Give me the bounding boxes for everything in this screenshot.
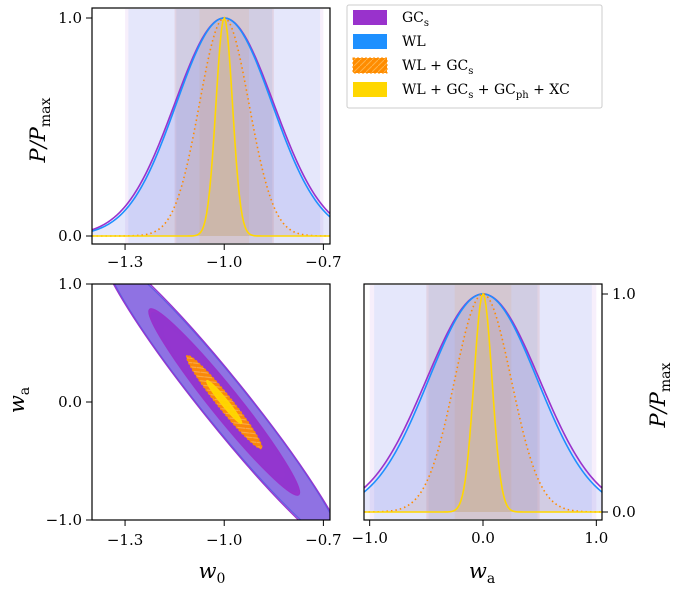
band-1sigma-0 <box>174 9 274 243</box>
fill-WL + GC_s <box>92 18 330 236</box>
y-axis-label-right: P/Pmax <box>646 362 674 428</box>
fill-WL <box>364 294 602 512</box>
band-2sigma-2 <box>174 9 274 243</box>
legend: GCs WL WL + GCs WL + GCs + GCph + XC <box>346 4 603 109</box>
x-axis-label-wa: wa <box>469 559 495 587</box>
band-1sigma-2 <box>454 285 512 519</box>
band-2sigma-1 <box>374 285 592 519</box>
legend-swatch-combined <box>353 82 387 97</box>
legend-entry-combined: WL + GCs + GCph + XC <box>353 82 570 101</box>
band-2sigma-0 <box>125 9 324 243</box>
x-tick-label: −1.0 <box>206 531 242 549</box>
y-tick-label: 0.0 <box>58 393 82 411</box>
axes-frame <box>91 7 331 245</box>
legend-frame <box>346 4 603 109</box>
x-tick-label: 0.0 <box>471 529 495 547</box>
curve-WL <box>91 17 331 232</box>
curve-WLGC_sGC_phXC <box>92 16 330 237</box>
band-2sigma-0 <box>369 285 597 519</box>
fill-GC_s <box>364 294 602 512</box>
band-1sigma-1 <box>176 9 273 243</box>
legend-entry-wl: WL <box>353 34 426 50</box>
x-tick-label: −1.3 <box>107 531 143 549</box>
curve-WLGC_s <box>92 17 331 237</box>
legend-swatch-wl-gcs <box>352 57 388 74</box>
x-tick-label: −0.7 <box>305 531 341 549</box>
svg-text:WL: WL <box>402 34 426 50</box>
legend-entry-gcs: GCs <box>353 10 429 29</box>
fill-WL + GC_s + GC_ph + XC <box>92 18 330 236</box>
svg-text:WL + GCs: WL + GCs <box>402 58 473 77</box>
wa-marginal-panel: −1.0 0.0 1.00.01.0 <box>351 283 636 547</box>
legend-entry-wl-gcs: WL + GCs <box>352 57 473 77</box>
band-2sigma-2 <box>426 285 540 519</box>
contour-layer <box>102 284 330 520</box>
w0-marginal-panel: −1.3 −1.0 −0.7 0.0 1.0 <box>58 7 342 271</box>
x-tick-label: −1.0 <box>351 529 387 547</box>
curve-WLGC_sGC_phXC <box>364 292 602 513</box>
y-axis-label-top: P/Pmax <box>26 97 54 163</box>
y-tick-label: 1.0 <box>58 9 82 27</box>
band-1sigma-1 <box>428 285 538 519</box>
legend-swatch-gcs <box>353 10 387 25</box>
y-tick-label: 0.0 <box>612 503 636 521</box>
x-tick-label: −1.0 <box>206 253 242 271</box>
w0-wa-contour-panel: −1.3 −1.0 −0.7 −1.0 0.0 1.0 <box>46 275 342 549</box>
y-tick-label: −1.0 <box>46 511 82 529</box>
fill-GC_s <box>92 18 330 236</box>
x-tick-label: −1.3 <box>107 253 143 271</box>
fill-WL + GC_s + GC_ph + XC <box>364 294 602 512</box>
contour-WLGC_sGC_phXC-1sigma <box>206 379 243 425</box>
x-axis-label-w0: w0 <box>199 559 226 587</box>
y-axis-label-wa: wa <box>5 387 33 413</box>
x-tick-label: 1.0 <box>584 529 608 547</box>
y-tick-label: 1.0 <box>58 275 82 293</box>
fill-WL <box>92 18 330 236</box>
legend-swatch-wl <box>353 34 387 49</box>
y-tick-label: 0.0 <box>58 227 82 245</box>
band-1sigma-0 <box>426 285 540 519</box>
svg-text:WL + GCs + GCph + XC: WL + GCs + GCph + XC <box>402 82 570 101</box>
svg-text:GCs: GCs <box>402 10 429 29</box>
y-tick-label: 1.0 <box>612 285 636 303</box>
x-tick-label: −0.7 <box>305 253 341 271</box>
fill-WL + GC_s <box>364 294 602 512</box>
band-2sigma-1 <box>128 9 321 243</box>
